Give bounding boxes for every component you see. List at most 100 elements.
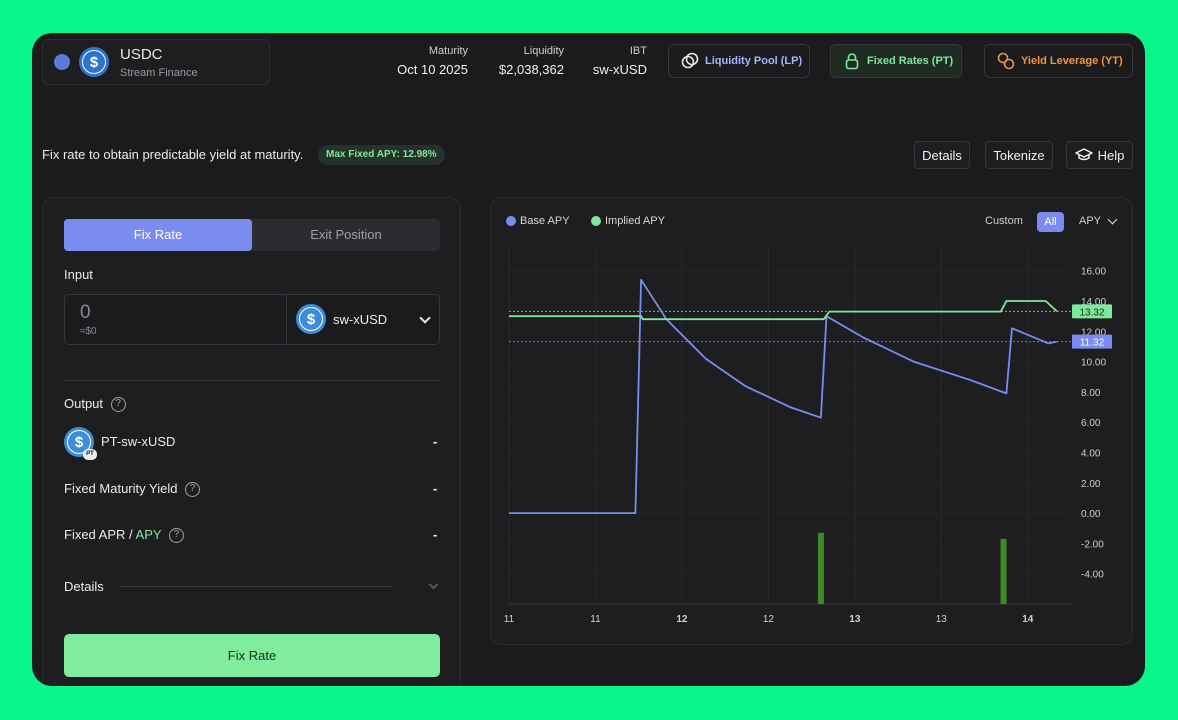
pt-token-icon: $ PT [64, 427, 97, 460]
stat-value: Oct 10 2025 [397, 62, 468, 77]
yield-row: Fixed Maturity Yield ? [64, 481, 201, 498]
yield-leverage-button[interactable]: Yield Leverage (YT) [984, 44, 1133, 78]
current-value-label-bg [1072, 334, 1112, 349]
yield-value: - [433, 481, 438, 496]
apr-value: - [433, 527, 438, 542]
volume-bar [1000, 538, 1007, 604]
app-window: $ USDC Stream Finance Maturity Oct 10 20… [32, 33, 1145, 686]
stat-value: $2,038,362 [498, 62, 564, 77]
asset-selector[interactable]: $ USDC Stream Finance [42, 39, 270, 85]
ethereum-icon [54, 54, 70, 70]
amount-usd-value: ≈$0 [80, 326, 97, 337]
series-line [509, 278, 1058, 514]
legend-base-apy[interactable]: Base APY [506, 215, 570, 227]
output-label-row: Output ? [64, 396, 126, 413]
volume-bar [817, 532, 824, 604]
graduation-cap-icon [1074, 148, 1093, 161]
help-button[interactable]: Help [1066, 141, 1133, 169]
stat-value: sw-xUSD [592, 62, 647, 77]
details-button[interactable]: Details [914, 141, 970, 169]
fix-rate-button[interactable]: Fix Rate [64, 634, 440, 677]
ibt-stat: IBT sw-xUSD [584, 45, 647, 77]
amount-input[interactable]: 0 [80, 302, 91, 323]
series-line [509, 300, 1058, 321]
liquidity-stat: Liquidity $2,038,362 [484, 45, 564, 77]
x-tick-label: 12 [763, 614, 775, 625]
maturity-stat: Maturity Oct 10 2025 [390, 45, 468, 77]
page-tagline: Fix rate to obtain predictable yield at … [42, 147, 304, 162]
y-tick-label: 2.00 [1081, 479, 1101, 490]
x-tick-label: 11 [590, 614, 601, 625]
details-divider [119, 586, 393, 587]
y-tick-label: 16.00 [1081, 267, 1106, 278]
y-tick-label: 8.00 [1081, 388, 1101, 399]
current-value-label-bg [1072, 304, 1112, 319]
exchange-coins-icon [997, 52, 1015, 70]
mode-label: Liquidity Pool (LP) [705, 55, 803, 67]
y-tick-label: 10.00 [1081, 358, 1106, 369]
x-tick-label: 11 [504, 614, 515, 625]
y-tick-label: -2.00 [1081, 539, 1104, 550]
legend-implied-apy[interactable]: Implied APY [591, 215, 665, 227]
chart-panel: Base APY Implied APY Custom All APY 11 11… [490, 197, 1133, 645]
max-apy-badge: Max Fixed APY: 12.98% [318, 145, 445, 165]
tab-switcher: Fix Rate Exit Position [64, 219, 440, 251]
y-tick-label: 0.00 [1081, 509, 1101, 520]
current-value-label: 13.32 [1079, 307, 1104, 318]
custom-range-button[interactable]: Custom [985, 215, 1023, 227]
link-rings-icon [681, 52, 699, 69]
metric-select[interactable]: APY [1079, 215, 1101, 227]
input-divider [286, 295, 287, 344]
mode-label: Fixed Rates (PT) [867, 55, 954, 67]
tab-fix-rate[interactable]: Fix Rate [64, 219, 252, 251]
legend-label: Base APY [520, 215, 570, 227]
trade-panel: Fix Rate Exit Position Input 0 ≈$0 $ sw-… [42, 197, 461, 686]
legend-dot [591, 216, 601, 226]
details-toggle[interactable]: Details [64, 579, 104, 594]
metric-label: APY [1079, 215, 1102, 227]
asset-protocol: Stream Finance [120, 67, 198, 79]
x-tick-label: 13 [936, 614, 948, 625]
yield-label: Fixed Maturity Yield [64, 481, 178, 496]
amount-input-box: 0 ≈$0 $ sw-xUSD [64, 294, 440, 345]
x-tick-label: 12 [676, 614, 688, 625]
stat-label: Maturity [428, 45, 468, 57]
stat-label: Liquidity [523, 45, 564, 57]
stat-label: IBT [629, 45, 647, 57]
x-tick-label: 13 [849, 614, 861, 625]
apy-label: APY [135, 527, 162, 542]
fixed-rates-button[interactable]: Fixed Rates (PT) [830, 44, 962, 78]
tab-exit-position[interactable]: Exit Position [310, 227, 382, 242]
lock-icon [845, 53, 859, 70]
x-tick-label: 14 [1022, 614, 1034, 625]
output-value: - [433, 434, 438, 449]
token-select-label[interactable]: sw-xUSD [333, 312, 388, 327]
tokenize-button[interactable]: Tokenize [985, 141, 1053, 169]
legend-dot [506, 216, 516, 226]
chevron-down-icon[interactable] [419, 312, 431, 324]
divider [64, 380, 440, 381]
liquidity-pool-button[interactable]: Liquidity Pool (LP) [668, 44, 810, 78]
y-tick-label: 6.00 [1081, 418, 1101, 429]
help-label: Help [1097, 147, 1125, 163]
y-tick-label: 4.00 [1081, 449, 1101, 460]
current-value-label: 11.32 [1080, 338, 1105, 349]
y-tick-label: 12.00 [1081, 327, 1106, 338]
y-tick-label: -4.00 [1081, 570, 1104, 581]
help-icon[interactable]: ? [185, 482, 201, 498]
apy-chart: 11 11 12 12 13 13 14 16.00 14.00 12.00 10.00 8.00 6.… [504, 248, 1112, 625]
y-tick-label: 14.00 [1081, 297, 1106, 308]
apr-row: Fixed APR / APY ? [64, 527, 184, 544]
all-range-button[interactable]: All [1037, 212, 1064, 232]
help-icon[interactable]: ? [168, 528, 184, 544]
output-label: Output [64, 396, 104, 411]
legend-label: Implied APY [605, 215, 665, 227]
asset-name: USDC [120, 46, 163, 63]
apr-label: Fixed APR / [64, 527, 133, 542]
mode-label: Yield Leverage (YT) [1021, 55, 1123, 67]
help-icon[interactable]: ? [110, 397, 126, 413]
usdc-icon: $ [79, 47, 109, 77]
pt-tag: PT [83, 449, 97, 460]
chevron-down-icon[interactable] [428, 579, 439, 590]
sw-xusd-icon: $ [296, 304, 326, 334]
